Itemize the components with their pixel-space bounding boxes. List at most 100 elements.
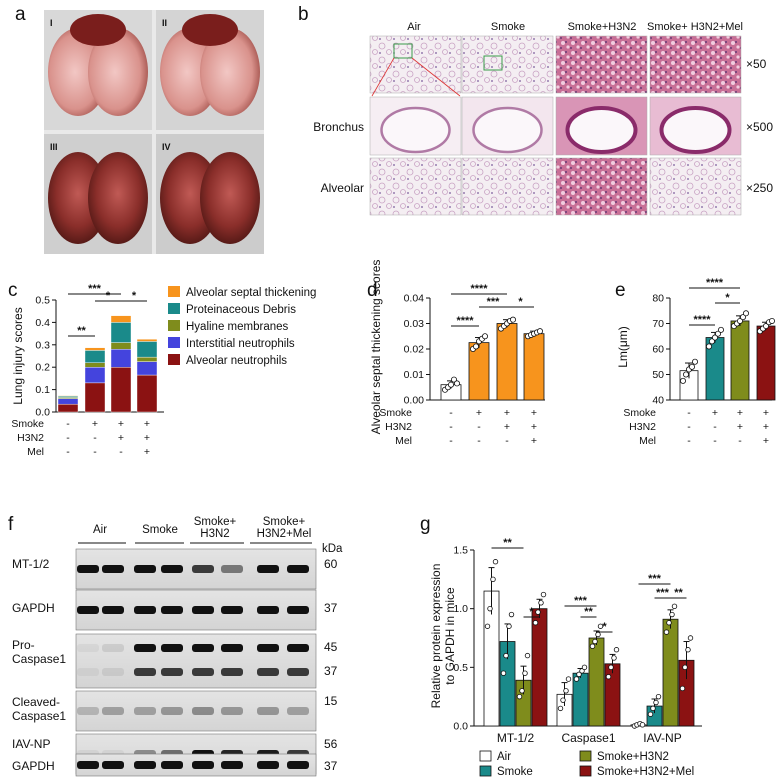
c-cond-h3n2: H3N2 xyxy=(17,432,44,444)
c-y-tick-label-0: 0.0 xyxy=(35,407,50,419)
d-significance-1-label: *** xyxy=(487,296,501,308)
g-bar-1-2 xyxy=(588,637,605,727)
blot-label-4-line-0: IAV-NP xyxy=(12,737,50,751)
zoom-line-1 xyxy=(371,57,395,97)
d-point-0-3 xyxy=(450,376,457,383)
g-point-2-3-2 xyxy=(685,647,691,653)
quadrant-4-label: IV xyxy=(162,142,171,152)
c-cond-smoke-mark-3: + xyxy=(144,418,150,430)
d-point-1-4 xyxy=(481,333,488,340)
lung-photo-1: I xyxy=(44,10,152,130)
blot-kda-0-0: 60 xyxy=(324,557,338,571)
g-point-1-1-0 xyxy=(573,676,580,682)
c-y-tick-label-3: 0.3 xyxy=(35,339,50,351)
g-point-0-0-0 xyxy=(484,623,491,629)
blot-band-2-1-0 xyxy=(77,668,99,676)
g-legend-label-1: Smoke xyxy=(497,766,533,778)
bronchus-lumen-r1-c3 xyxy=(659,106,732,154)
g-y-tick-label-1: 0.5 xyxy=(453,662,468,674)
d-y-tick-label-0: 0.00 xyxy=(404,395,425,407)
g-point-1-0-0 xyxy=(557,705,564,712)
histology-image-r2-c3 xyxy=(649,157,742,216)
blot-band-2-0-5 xyxy=(221,644,243,652)
c-cond-smoke-mark-2: + xyxy=(118,418,124,430)
blot-band-3-0-5 xyxy=(221,707,243,715)
g-legend-swatch-0 xyxy=(479,750,492,762)
g-legend-swatch-1 xyxy=(479,765,492,777)
c-cond-mel-mark-1: - xyxy=(93,446,97,458)
c-cond-smoke-mark-0: - xyxy=(66,418,70,430)
blot-band-3-0-6 xyxy=(257,707,279,715)
e-point-1-3 xyxy=(715,330,722,337)
g-legend-label-3: Smoke+H3N2+Mel xyxy=(597,766,694,778)
e-cond-smoke-mark-2: + xyxy=(737,407,743,419)
panel-e-letter: e xyxy=(615,280,626,301)
g-point-0-1-2 xyxy=(506,623,512,629)
e-cond-h3n2-mark-3: + xyxy=(763,421,769,433)
blot-band-0-0-0 xyxy=(77,565,99,573)
g-significance-5-label: *** xyxy=(648,573,662,585)
g-significance-3-label: ** xyxy=(584,606,593,618)
blot-band-0-0-4 xyxy=(192,565,214,573)
magnification-50: ×50 xyxy=(746,57,767,71)
d-cond-mel-mark-2: - xyxy=(505,435,509,447)
c-bar-g1-alveolar-septal-thickening xyxy=(84,347,106,351)
g-y-axis-title-2: to GAPDH in mice xyxy=(443,587,457,685)
c-bar-g3-hyaline-membranes xyxy=(136,356,158,362)
c-bar-g0-interstitial-neutrophils xyxy=(57,398,79,405)
d-cond-smoke-mark-2: + xyxy=(504,407,510,419)
blot-band-5-0-7 xyxy=(287,761,309,769)
c-significance-1-label: ** xyxy=(77,325,86,337)
blot-group-3-line-1: H3N2+Mel xyxy=(257,528,312,540)
bronchus-lumen-r1-c0 xyxy=(380,106,451,154)
blot-band-2-0-7 xyxy=(287,644,309,652)
quadrant-1-label: I xyxy=(50,18,53,28)
c-bar-g3-alveolar-septal-thickening xyxy=(136,339,158,342)
blot-strip-3 xyxy=(75,690,317,732)
e-bar-2 xyxy=(730,320,750,401)
inset-box-air xyxy=(393,43,413,59)
e-point-2-2 xyxy=(737,317,744,324)
d-cond-smoke-mark-0: - xyxy=(449,407,453,419)
c-cond-h3n2-mark-1: - xyxy=(93,432,97,444)
e-y-tick-label-0: 40 xyxy=(652,395,664,407)
blot-label-0-line-0: MT-1/2 xyxy=(12,557,50,571)
g-point-1-3-2 xyxy=(611,655,617,661)
blot-band-0-0-1 xyxy=(102,565,124,573)
bronchus-lumen-r1-c1 xyxy=(472,106,543,154)
g-point-0-2-2 xyxy=(522,670,528,676)
g-legend-swatch-2 xyxy=(579,750,592,762)
e-point-3-4 xyxy=(769,317,776,324)
blot-band-2-1-6 xyxy=(257,668,279,676)
lung-photo-2: II xyxy=(156,10,264,130)
g-y-axis-title-1: Relative protein expression xyxy=(429,564,443,709)
c-cond-h3n2-mark-2: + xyxy=(118,432,124,444)
g-point-1-2-2 xyxy=(595,631,601,638)
g-bar-0-3 xyxy=(531,608,548,727)
blot-band-2-0-4 xyxy=(192,644,214,652)
blot-band-1-0-5 xyxy=(221,606,243,614)
d-y-tick-label-1: 0.01 xyxy=(404,369,425,381)
e-cond-h3n2-mark-2: + xyxy=(737,421,743,433)
blot-group-2-line-1: H3N2 xyxy=(200,528,229,540)
g-point-1-2-1 xyxy=(592,638,598,645)
blot-band-3-0-2 xyxy=(134,707,156,715)
blot-group-0-line-0: Air xyxy=(93,524,107,536)
blot-kda-2-0: 45 xyxy=(324,640,338,654)
blot-label-1-line-0: GAPDH xyxy=(12,601,55,615)
c-legend-label-1: Proteinaceous Debris xyxy=(186,304,296,316)
col-header-air: Air xyxy=(407,21,421,33)
blot-band-2-1-7 xyxy=(287,668,309,676)
d-bar-3 xyxy=(523,333,545,401)
d-point-2-4 xyxy=(509,316,516,323)
e-point-2-3 xyxy=(740,314,747,321)
blot-band-3-0-1 xyxy=(102,707,124,715)
g-category-label-0: MT-1/2 xyxy=(497,731,535,745)
c-legend-swatch-0 xyxy=(168,286,180,297)
g-category-label-1: Caspase1 xyxy=(561,731,615,745)
blot-band-3-0-4 xyxy=(192,707,214,715)
e-cond-smoke-mark-0: - xyxy=(687,407,691,419)
histology-image-r0-c0 xyxy=(369,35,462,94)
c-legend-swatch-1 xyxy=(168,303,180,314)
